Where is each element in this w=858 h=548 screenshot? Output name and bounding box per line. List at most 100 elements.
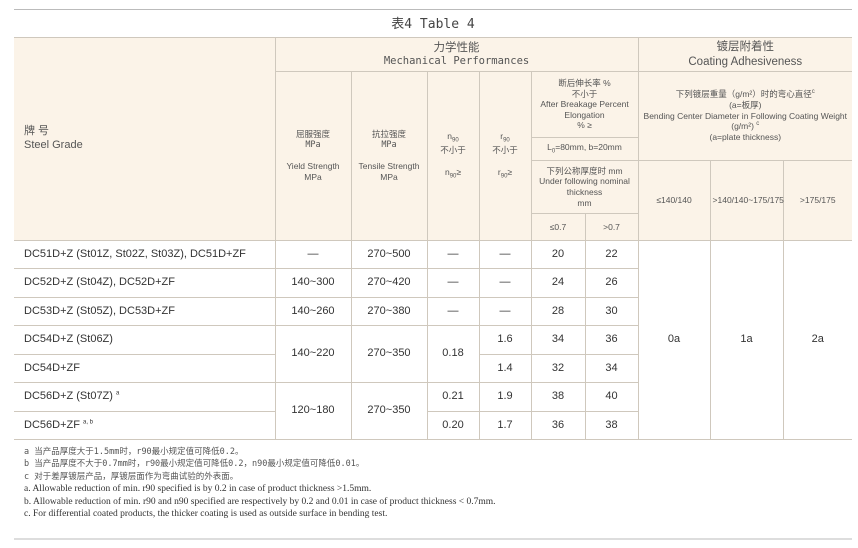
grade-cell: DC53D+Z (St05Z), DC53D+ZF bbox=[14, 297, 276, 326]
bend-en2: (a=plate thickness) bbox=[709, 131, 782, 142]
elong-gt-cell: 30 bbox=[584, 297, 639, 326]
thick-cn: 下列公称厚度时 mm bbox=[546, 165, 623, 176]
coat-en: Coating Adhesiveness bbox=[688, 55, 803, 68]
r-sym: r bbox=[500, 131, 504, 142]
tensile-unit: MPa bbox=[381, 140, 397, 151]
grade-cell: DC52D+Z (St04Z), DC52D+ZF bbox=[14, 268, 276, 298]
grade-cell: DC54D+ZF bbox=[14, 354, 276, 383]
table-row: DC56D+Z (St07Z) a 120~180 270~350 0.21 1… bbox=[14, 382, 852, 440]
yield-cn: 屈服强度 bbox=[295, 129, 330, 140]
table-row: DC54D+Z (St06Z) 140~220 270~350 0.18 1.6… bbox=[14, 325, 852, 383]
n-sub: 90 bbox=[452, 137, 459, 144]
elong-cn1: 断后伸长率 % bbox=[558, 77, 611, 88]
yield-cell: 140~260 bbox=[274, 297, 352, 326]
bend-cn-sup: c bbox=[811, 89, 815, 96]
elong-gt-cell: 40 bbox=[584, 382, 639, 412]
tensile-cell: 270~350 bbox=[350, 382, 428, 440]
footnote-en-b: b. Allowable reduction of min. r90 and n… bbox=[24, 496, 496, 507]
l0-a: L bbox=[547, 141, 552, 152]
footnote-cn-a: a 当产品厚度大于1.5mm时，r90最小规定值可降低0.2。 bbox=[24, 447, 244, 457]
r90-cell: — bbox=[478, 268, 532, 298]
r-cn: 不小于 bbox=[492, 145, 518, 156]
header-weight-3: >175/175 bbox=[782, 160, 853, 241]
tensile-cell: 270~420 bbox=[350, 268, 428, 298]
r90-cell: 1.7 bbox=[478, 411, 532, 440]
header-yield: 屈服强度 MPa Yield Strength MPa bbox=[275, 71, 352, 241]
elong-en: After Breakage Percent Elongation bbox=[540, 99, 629, 120]
header-mechanical: 力学性能 Mechanical Performances bbox=[274, 37, 639, 72]
n90-cell: — bbox=[426, 297, 480, 326]
elong-cn2: 不小于 bbox=[571, 88, 598, 99]
elong-gt-cell: 38 bbox=[584, 411, 639, 440]
elong-le-cell: 28 bbox=[530, 297, 586, 326]
coating-cell-1: 0a bbox=[637, 240, 711, 440]
tensile-en: Tensile Strength bbox=[358, 161, 420, 172]
r-sym2: r bbox=[497, 166, 501, 177]
r90-cell: 1.6 bbox=[478, 325, 532, 355]
header-tensile: 抗拉强度 MPa Tensile Strength MPa bbox=[350, 71, 428, 241]
grade-cell: DC56D+ZF a, b bbox=[14, 411, 276, 440]
l0-sub: 0 bbox=[551, 148, 556, 155]
r90-cell: — bbox=[478, 297, 532, 326]
thick-unit: mm bbox=[577, 197, 592, 208]
bend-en: Bending Center Diameter in Following Coa… bbox=[643, 110, 848, 132]
header-bending: 下列镀层重量（g/m²）时的弯心直径c (a=板厚) Bending Center … bbox=[637, 71, 853, 161]
elong-gt-cell: 26 bbox=[584, 268, 639, 298]
r90-cell: 1.4 bbox=[478, 354, 532, 383]
header-elongation: 断后伸长率 % 不小于 After Breakage Percent Elongat… bbox=[530, 71, 639, 138]
n90-cell: — bbox=[426, 240, 480, 269]
n-sub2: 90 bbox=[449, 173, 457, 180]
bottom-rule bbox=[14, 538, 852, 540]
coat-cn: 镀层附着性 bbox=[716, 41, 775, 54]
tensile-cell: 270~380 bbox=[350, 297, 428, 326]
header-thick-gt: >0.7 bbox=[584, 213, 639, 241]
footnotes: a 当产品厚度大于1.5mm时，r90最小规定值可降低0.2。 b 当产品厚度不… bbox=[24, 446, 496, 520]
r-sub2: 90 bbox=[500, 173, 508, 180]
n-sym: n bbox=[447, 131, 453, 142]
elong-le-cell: 38 bbox=[530, 382, 586, 412]
elong-le-cell: 36 bbox=[530, 411, 586, 440]
header-n90: n90 不小于 n90≥ bbox=[426, 71, 480, 241]
tensile-en-unit: MPa bbox=[380, 171, 398, 182]
n90-cell: 0.18 bbox=[426, 325, 480, 383]
grade-cell: DC54D+Z (St06Z) bbox=[14, 325, 276, 355]
r90-cell: 1.9 bbox=[478, 382, 532, 412]
coating-cell-3: 2a bbox=[782, 240, 853, 440]
grade-text: DC56D+ZF bbox=[24, 418, 80, 431]
footnote-en-c: c. For differential coated products, the… bbox=[24, 509, 388, 520]
n-sym2: n bbox=[444, 166, 450, 177]
n90-cell: 0.20 bbox=[426, 411, 480, 440]
r90-cell: — bbox=[478, 240, 532, 269]
footnote-ref: a bbox=[116, 390, 120, 397]
table-row: DC56D+ZF a, b 0.20 1.7 36 38 bbox=[14, 411, 852, 440]
n-ge: ≥ bbox=[456, 166, 462, 177]
header-r90: r90 不小于 r90≥ bbox=[478, 71, 532, 241]
tensile-cn: 抗拉强度 bbox=[371, 129, 406, 140]
yield-cell: 140~220 bbox=[274, 325, 352, 383]
grade-en: Steel Grade bbox=[24, 139, 83, 151]
yield-cell: 120~180 bbox=[274, 382, 352, 440]
bend-cn1: 下列镀层重量（g/m²）时的弯心直径 bbox=[675, 89, 812, 100]
header-l0: L0=80mm, b=20mm bbox=[531, 137, 639, 161]
n-cn: 不小于 bbox=[440, 145, 466, 156]
table-row: DC52D+Z (St04Z), DC52D+ZF 140~300 270~42… bbox=[14, 268, 852, 298]
thick-en: Under following nominal thickness bbox=[539, 176, 630, 197]
n90-cell: 0.21 bbox=[426, 382, 480, 412]
footnote-ref: a, b bbox=[83, 418, 94, 425]
bend-cn2: (a=板厚) bbox=[729, 100, 762, 111]
elong-le-cell: 24 bbox=[530, 268, 586, 298]
n90-cell: — bbox=[426, 268, 480, 298]
elong-le-cell: 34 bbox=[530, 325, 586, 355]
elong-le-cell: 20 bbox=[530, 240, 586, 269]
elong-gt-cell: 34 bbox=[584, 354, 639, 383]
steel-grade-table: 牌 号 Steel Grade 力学性能 Mechanical Performanc… bbox=[14, 37, 853, 440]
grade-cell: DC51D+Z (St01Z, St02Z, St03Z), DC51D+ZF bbox=[14, 240, 276, 269]
grade-cn: 牌 号 bbox=[24, 125, 50, 138]
r-sub: 90 bbox=[503, 137, 510, 144]
mech-en: Mechanical Performances bbox=[383, 55, 530, 68]
table-title: 表4 Table 4 bbox=[391, 17, 475, 32]
footnote-en-a: a. Allowable reduction of min. r90 speci… bbox=[24, 484, 372, 495]
yield-cell: 140~300 bbox=[274, 268, 352, 298]
yield-en: Yield Strength bbox=[286, 161, 340, 172]
elong-gt-cell: 36 bbox=[584, 325, 639, 355]
